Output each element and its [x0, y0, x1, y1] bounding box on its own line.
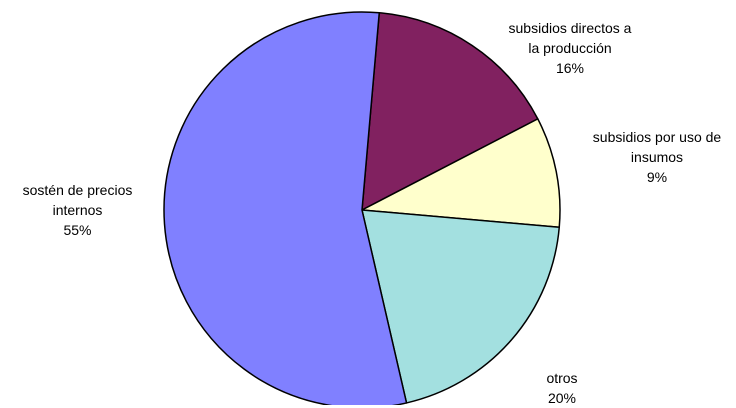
slice-percent-label: 16%: [555, 60, 585, 76]
slice-label-sosten-precios: sostén de precios internos 55%: [0, 180, 155, 240]
slice-sosten-precios: [163, 11, 408, 405]
slice-label-subsidios-directos: subsidios directos a la producción 16%: [485, 18, 655, 78]
slice-percent-label: 9%: [646, 169, 668, 185]
slice-label-line: subsidios directos a: [508, 20, 632, 36]
slice-label-line: internos: [52, 202, 103, 218]
slice-label-subsidios-insumos: subsidios por uso de insumos 9%: [572, 127, 736, 187]
slice-label-line: la producción: [528, 40, 612, 56]
slice-label-line: insumos: [630, 149, 684, 165]
slice-label-line: otros: [546, 370, 578, 386]
slice-label-line: sostén de precios: [22, 182, 133, 198]
slice-otros: [361, 209, 560, 404]
slice-label-otros: otros 20%: [517, 368, 607, 408]
slice-subsidios-directos: [361, 12, 539, 211]
slice-label-line: subsidios por uso de: [592, 129, 722, 145]
slice-percent-label: 20%: [547, 390, 577, 406]
slice-subsidios-insumos: [361, 118, 561, 229]
slice-percent-label: 55%: [63, 222, 92, 238]
